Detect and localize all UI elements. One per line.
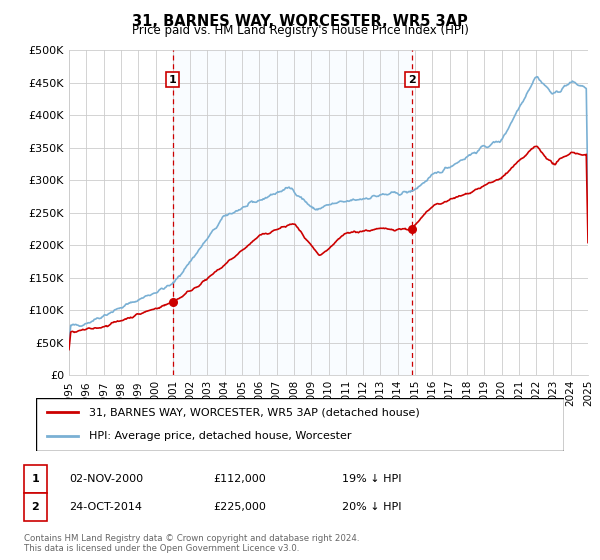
Point	[168, 298, 178, 307]
Text: 24-OCT-2014: 24-OCT-2014	[69, 502, 142, 512]
Text: £225,000: £225,000	[213, 502, 266, 512]
Point	[407, 225, 417, 234]
Text: HPI: Average price, detached house, Worcester: HPI: Average price, detached house, Worc…	[89, 431, 352, 441]
Text: 20% ↓ HPI: 20% ↓ HPI	[342, 502, 401, 512]
Text: 1: 1	[32, 474, 39, 484]
Text: 2: 2	[408, 74, 416, 85]
Text: 2: 2	[32, 502, 39, 512]
Text: Contains HM Land Registry data © Crown copyright and database right 2024.
This d: Contains HM Land Registry data © Crown c…	[24, 534, 359, 553]
Text: 19% ↓ HPI: 19% ↓ HPI	[342, 474, 401, 484]
Text: Price paid vs. HM Land Registry's House Price Index (HPI): Price paid vs. HM Land Registry's House …	[131, 24, 469, 37]
Text: £112,000: £112,000	[213, 474, 266, 484]
Text: 02-NOV-2000: 02-NOV-2000	[69, 474, 143, 484]
FancyBboxPatch shape	[36, 398, 564, 451]
Text: 31, BARNES WAY, WORCESTER, WR5 3AP: 31, BARNES WAY, WORCESTER, WR5 3AP	[132, 14, 468, 29]
Text: 31, BARNES WAY, WORCESTER, WR5 3AP (detached house): 31, BARNES WAY, WORCESTER, WR5 3AP (deta…	[89, 408, 419, 418]
Bar	[173, 50, 412, 375]
Text: 1: 1	[169, 74, 176, 85]
